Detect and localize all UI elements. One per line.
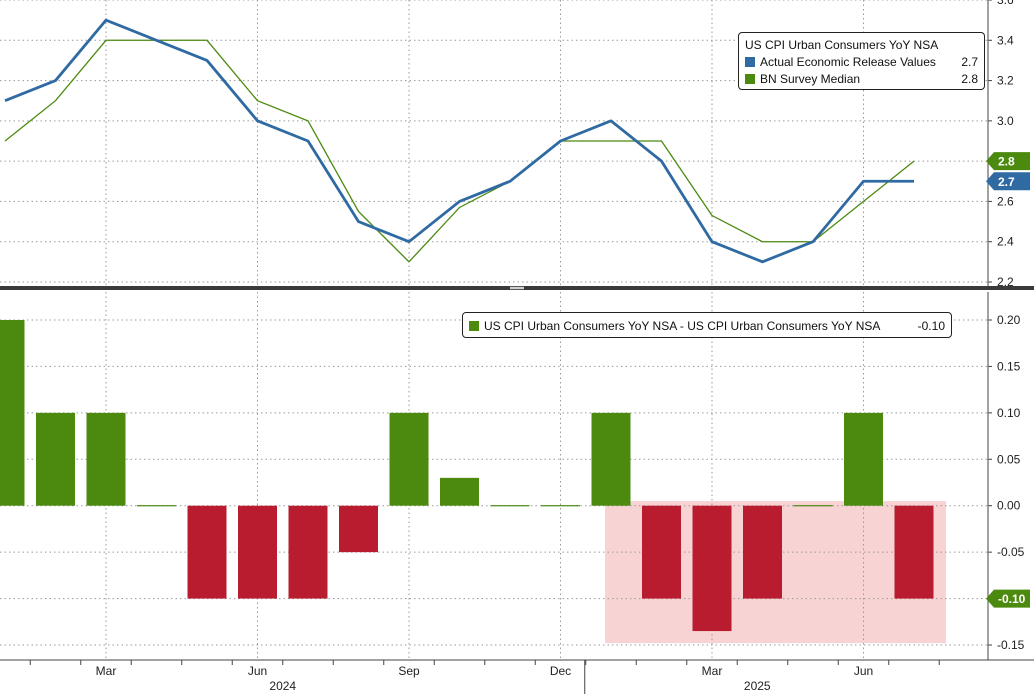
x-month-label: Jun	[854, 664, 873, 678]
bottom-y-tick-label: -0.05	[997, 545, 1025, 559]
actual-release-line	[4, 18, 914, 264]
top-legend-title: US CPI Urban Consumers YoY NSA	[745, 36, 978, 53]
difference-last-value-label: -0.10	[998, 592, 1026, 606]
bottom-y-tick-label: -0.15	[997, 638, 1025, 652]
x-month-label: Mar	[96, 664, 117, 678]
actual-last-value-label: 2.7	[998, 175, 1015, 189]
top-y-tick-label: 3.6	[997, 0, 1014, 7]
bottom-y-tick-label: 0.15	[997, 359, 1021, 373]
difference-bar	[894, 505, 934, 599]
top-legend-title-text: US CPI Urban Consumers YoY NSA	[745, 37, 939, 52]
survey-last-value-label-tag	[986, 152, 1030, 171]
legend-label-survey: BN Survey Median	[760, 71, 861, 86]
bottom-y-tick-label: 0.20	[997, 313, 1021, 327]
top-y-tick-label: 2.2	[997, 275, 1014, 289]
top-y-tick-label: 3.0	[997, 114, 1014, 128]
legend-swatch-actual	[745, 56, 755, 67]
top-y-tick-label: 2.6	[997, 194, 1014, 208]
difference-bar	[440, 477, 479, 506]
difference-bar	[490, 505, 530, 507]
difference-bar	[86, 412, 126, 506]
difference-bar	[137, 505, 176, 507]
x-year-label: 2025	[744, 679, 771, 693]
bottom-y-tick-label: 0.05	[997, 452, 1021, 466]
bottom-panel-bars	[0, 320, 934, 632]
top-panel-lines	[4, 18, 915, 264]
last-value-labels: 2.8 2.7 -0.10	[986, 152, 1030, 608]
legend-value-actual: 2.7	[961, 54, 978, 69]
y-tick-labels: 2.2 2.4 2.6 2.8 3.0 3.2 3.4 3.6 -0.15 -0.10 -0.05 0…	[988, 0, 1025, 652]
actual-last-value-label-tag	[986, 172, 1030, 191]
x-month-label: Dec	[550, 664, 571, 678]
difference-bar	[541, 505, 580, 507]
bottom-y-tick-label: 0.00	[997, 499, 1021, 513]
difference-bar	[389, 412, 429, 506]
top-y-tick-label: 3.2	[997, 74, 1014, 88]
difference-bar	[36, 412, 75, 506]
difference-bar	[642, 505, 681, 599]
difference-bar	[591, 412, 631, 506]
difference-bar	[793, 505, 833, 507]
difference-bar	[692, 505, 732, 632]
difference-bar	[844, 412, 883, 506]
legend-value-survey: 2.8	[961, 71, 978, 86]
legend-label-actual: Actual Economic Release Values	[760, 54, 936, 69]
legend-item-survey: BN Survey Median 2.8	[745, 70, 978, 87]
legend-swatch-survey	[745, 73, 755, 84]
top-legend: US CPI Urban Consumers YoY NSA Actual Ec…	[738, 32, 985, 90]
difference-bar	[187, 505, 227, 599]
x-year-label: 2024	[269, 679, 296, 693]
difference-bar	[743, 505, 782, 599]
bottom-legend: US CPI Urban Consumers YoY NSA - US CPI …	[462, 312, 952, 338]
legend-item-difference: US CPI Urban Consumers YoY NSA - US CPI …	[469, 317, 945, 334]
survey-last-value-label: 2.8	[998, 155, 1015, 169]
x-month-label: Mar	[702, 664, 723, 678]
x-month-label: Jun	[248, 664, 267, 678]
legend-swatch-difference	[469, 320, 479, 331]
legend-item-actual: Actual Economic Release Values 2.7	[745, 53, 978, 70]
difference-bar	[238, 505, 277, 599]
legend-value-difference: -0.10	[917, 318, 945, 333]
legend-label-difference: US CPI Urban Consumers YoY NSA - US CPI …	[484, 318, 881, 333]
top-y-tick-label: 3.4	[997, 33, 1014, 47]
difference-bar	[0, 320, 25, 506]
top-y-tick-label: 2.4	[997, 235, 1014, 249]
bottom-y-tick-label: 0.10	[997, 406, 1021, 420]
difference-bar	[288, 505, 328, 599]
difference-bar	[339, 505, 378, 553]
x-month-label: Sep	[398, 664, 420, 678]
panel-divider-grip	[510, 286, 524, 290]
difference-last-value-label-tag	[986, 589, 1030, 608]
